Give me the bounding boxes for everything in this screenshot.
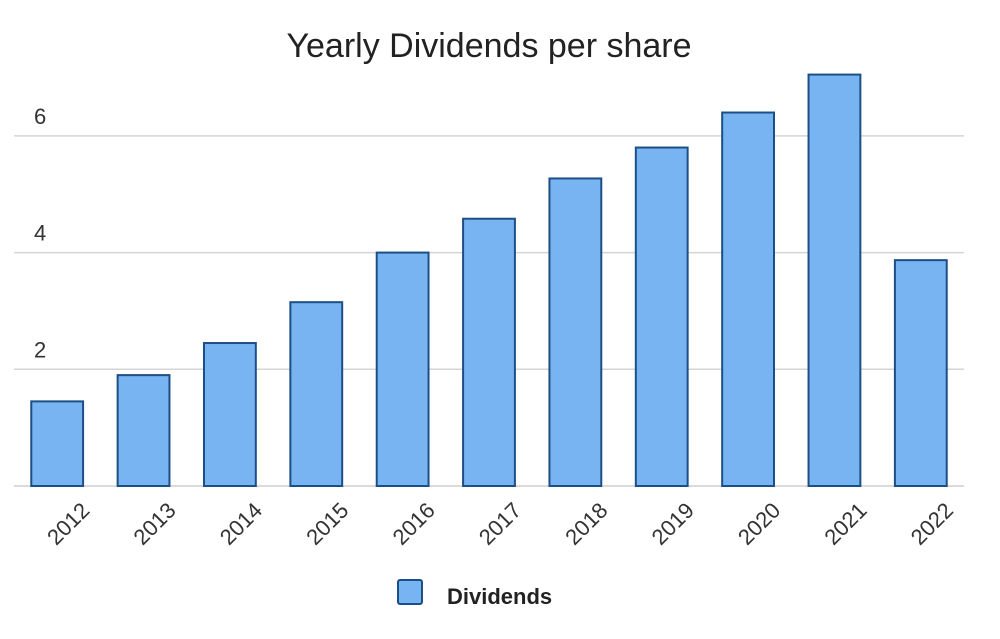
x-tick-label-2017: 2017 [474, 498, 526, 550]
x-tick-label-2020: 2020 [733, 498, 785, 550]
x-axis-tick-labels: 2012 2013 2014 2015 2016 2017 2018 2019 2020 2021… [42, 498, 958, 550]
legend: Dividends [397, 579, 552, 609]
y-tick-label: 4 [34, 221, 46, 246]
y-tick-label: 6 [34, 104, 46, 129]
x-tick-label-2018: 2018 [560, 498, 612, 550]
x-tick-label-2019: 2019 [647, 498, 699, 550]
bar-2019 [634, 146, 689, 487]
bar-2020 [721, 111, 776, 488]
x-tick-label-2016: 2016 [388, 498, 440, 550]
bar-2014 [203, 342, 257, 487]
bar-2017 [462, 217, 516, 487]
bar-2016 [375, 251, 430, 487]
legend-swatch-dividends [397, 579, 423, 605]
bar-2021 [807, 73, 862, 487]
bar-2022 [893, 259, 948, 488]
x-tick-label-2013: 2013 [128, 498, 180, 550]
bar-2013 [116, 374, 171, 487]
bars [30, 73, 948, 488]
y-tick-label: 2 [34, 337, 46, 362]
bar-2012 [30, 400, 85, 488]
x-tick-label-2022: 2022 [906, 498, 958, 550]
x-tick-label-2012: 2012 [42, 498, 94, 550]
legend-label-dividends: Dividends [447, 584, 552, 609]
bar-2018 [548, 177, 603, 487]
x-tick-label-2021: 2021 [819, 498, 871, 550]
x-tick-label-2015: 2015 [301, 498, 353, 550]
x-tick-label-2014: 2014 [215, 498, 267, 550]
bar-2015 [289, 301, 344, 487]
chart-title: Yearly Dividends per share [286, 27, 691, 65]
